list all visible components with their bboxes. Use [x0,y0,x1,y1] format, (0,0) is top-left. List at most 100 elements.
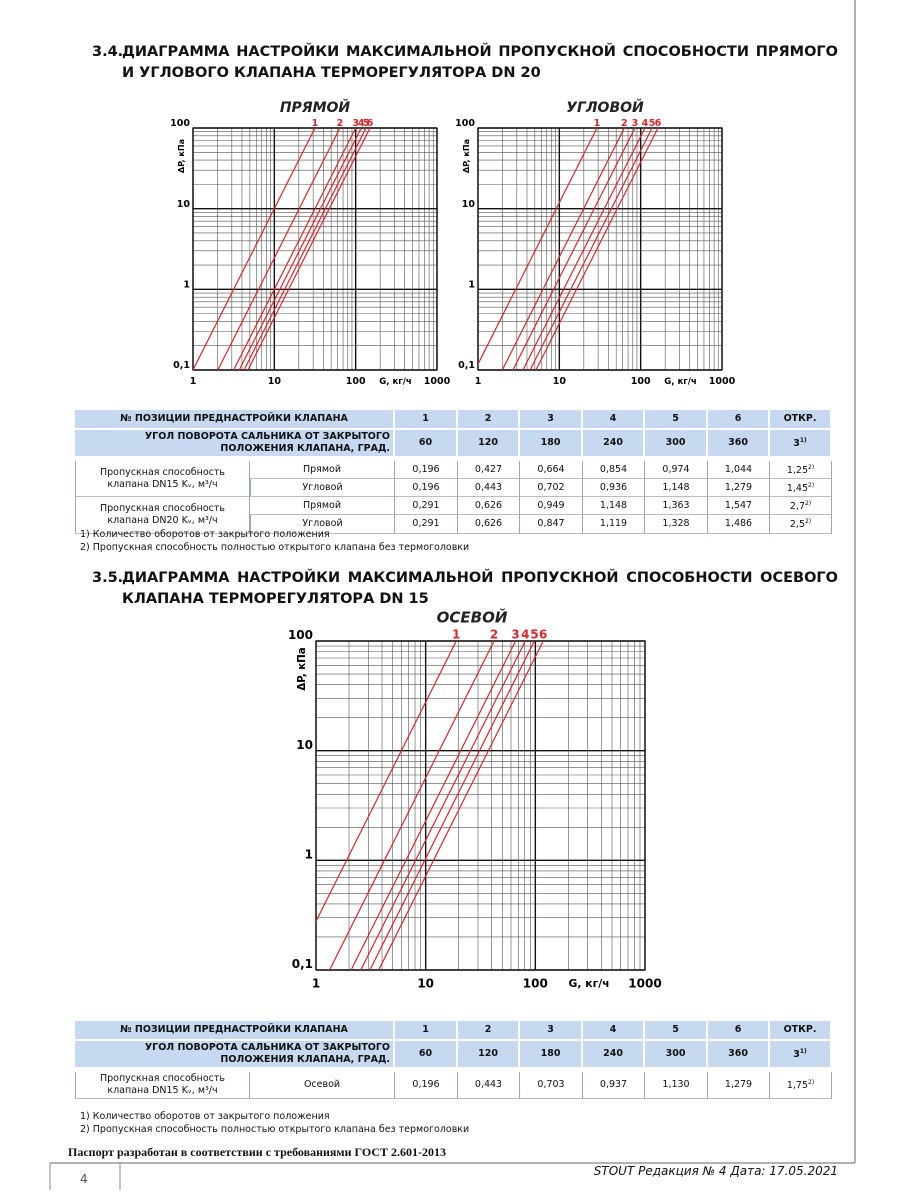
section-heading: 3.4.ДИАГРАММА НАСТРОЙКИ МАКСИМАЛЬНОЙ ПРО… [92,42,838,84]
series-line [369,641,535,970]
data-cell: 1,279 [708,479,771,498]
data-row: Пропускная способность клапана DN15 Kᵥ, … [75,461,833,498]
series-line [350,641,517,970]
section-title: ДИАГРАММА НАСТРОЙКИ МАКСИМАЛЬНОЙ ПРОПУСК… [122,570,838,607]
header-cell: 4 [583,410,646,430]
data-cell: 0,443 [458,479,521,498]
series-line [193,128,316,370]
gap-row [75,458,833,461]
data-cell: 0,847 [520,515,584,534]
chart-title: УГЛОВОЙ [566,99,644,116]
header-cell: 3 [520,410,584,430]
series-line [529,128,653,370]
series-label: 3 [632,118,639,129]
series-line [233,128,357,370]
data-cell: Угловой [250,479,396,498]
spec-table: № ПОЗИЦИИ ПРЕДНАСТРОЙКИ КЛАПАНА 1 2 3 4 5 6 ОТК… [75,1021,833,1099]
data-cell: 0,427 [458,461,521,480]
header-row: УГОЛ ПОВОРОТА САЛЬНИКА ОТ ЗАКРЫТОГО ПОЛО… [75,430,833,458]
chart-title: ПРЯМОЙ [280,99,351,116]
data-cell: 0,291 [395,515,459,534]
data-row: Угловой 0,291 0,626 0,847 1,119 1,328 1,486 2,5… [75,515,833,534]
y-tick-label: 100 [170,118,190,129]
plot-area [315,640,646,971]
series-label: 6 [367,118,374,129]
series-label: 2 [490,628,498,642]
series-label: 6 [655,118,662,129]
notes: 1) Количество оборотов от закрытого поло… [80,1110,469,1136]
cell-sup: 2) [804,518,812,526]
series-line [501,128,625,370]
header-cell: № ПОЗИЦИИ ПРЕДНАСТРОЙКИ КЛАПАНА [75,410,396,430]
data-cell: 0,626 [458,497,521,516]
row-group-label: Пропускная способность клапана DN15 Kᵥ, … [75,461,250,498]
data-cell: 0,974 [645,461,709,480]
x-tick-label: 1 [190,376,197,387]
data-cell: Прямой [250,461,396,480]
header-cell: 3 [520,1021,584,1041]
series-label: 3 [352,118,359,129]
plot-area [192,127,438,371]
series-label: 5 [649,118,656,129]
data-cell: 1,279 [708,1072,771,1099]
series-label: 4 [358,118,365,129]
series-label: 2 [337,118,344,129]
y-axis-label: ΔP, кПа [297,647,308,690]
series-line [329,641,495,970]
series-label: 1 [594,118,601,129]
header-cell: 31) [770,1041,833,1069]
series-label: 3 [511,628,519,642]
x-tick-label: 1000 [709,376,736,387]
chart-title: ОСЕВОЙ [437,608,508,627]
y-tick-label: 0,1 [458,360,475,371]
y-axis-label: ΔP, кПа [177,139,186,173]
footer-revision: STOUT Редакция № 4 Дата: 17.05.2021 [593,1164,838,1178]
data-cell: 2,52) [770,515,833,534]
data-cell: 0,936 [583,479,646,498]
note: 2) Пропускная способность полностью откр… [80,542,470,553]
data-cell: 0,626 [458,515,521,534]
data-cell: 1,044 [708,461,771,480]
row-group-label: Пропускная способность клапана DN15 Kᵥ, … [75,1072,250,1099]
data-row: Пропускная способность клапана DN15 Kᵥ, … [75,1072,833,1099]
header-cell: УГОЛ ПОВОРОТА САЛЬНИКА ОТ ЗАКРЫТОГО ПОЛО… [75,1041,396,1069]
data-cell: 1,328 [645,515,709,534]
data-cell: 1,486 [708,515,771,534]
cell-sup: 1) [799,437,807,445]
gap-cell [75,1069,833,1072]
data-cell: 0,443 [458,1072,521,1099]
y-tick-label: 100 [288,628,313,642]
data-row: Угловой 0,196 0,443 0,702 0,936 1,148 1,279 1,4… [75,479,833,498]
data-cell: 1,130 [645,1072,709,1099]
y-tick-label: 1 [183,280,190,291]
data-cell: Угловой [250,515,396,534]
header-cell: 5 [645,410,709,430]
cell-text: 1,75 [786,1080,808,1092]
data-cell: 0,196 [395,1072,459,1099]
header-cell: 2 [458,410,521,430]
x-axis-label: G, кг/ч [379,377,412,387]
x-tick-label: 1 [312,977,320,991]
x-tick-label: 10 [417,977,434,991]
y-tick-label: 10 [296,738,313,752]
cell-sup: 2) [808,464,815,471]
data-cell: 1,363 [645,497,709,516]
series-line [535,128,659,370]
data-cell: 2,72) [770,497,833,516]
header-cell: УГОЛ ПОВОРОТА САЛЬНИКА ОТ ЗАКРЫТОГО ПОЛО… [75,430,396,458]
data-cell: 0,291 [395,497,459,516]
header-row: № ПОЗИЦИИ ПРЕДНАСТРОЙКИ КЛАПАНА 1 2 3 4 5 6 ОТК… [75,410,833,430]
data-cell: 0,949 [520,497,584,516]
header-cell: 60 [395,430,459,458]
row-group-label: Пропускная способность клапана DN20 Kᵥ, … [75,497,250,534]
cell-sup: 1) [799,1048,807,1056]
notes: 1) Количество оборотов от закрытого поло… [80,528,469,554]
series-line [360,641,526,970]
section-number: 3.4. [92,44,124,60]
header-cell: ОТКР. [770,410,833,430]
cell-text: 2,5 [789,519,805,531]
cell-text: 1,45 [786,483,808,495]
data-cell: 1,547 [708,497,771,516]
x-tick-label: 100 [631,376,651,387]
header-cell: 300 [645,1041,709,1069]
